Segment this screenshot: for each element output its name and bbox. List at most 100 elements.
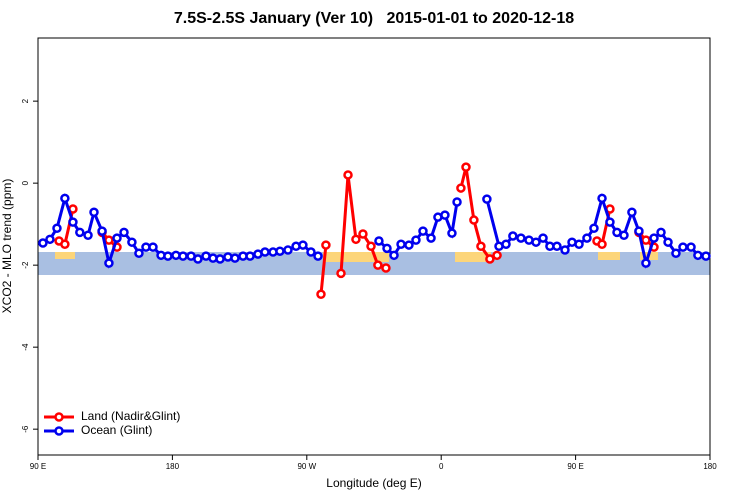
x-tick-label: 90 E — [30, 462, 46, 471]
land-band — [598, 252, 620, 260]
data-point — [671, 248, 681, 259]
legend-marker — [54, 426, 64, 436]
land-band — [455, 252, 491, 262]
data-point — [485, 254, 495, 264]
data-point — [60, 239, 70, 249]
data-point — [693, 250, 703, 261]
legend-label: Ocean (Glint) — [81, 423, 152, 437]
data-point — [469, 215, 479, 225]
data-point — [336, 268, 346, 279]
y-tick-label: 0 — [21, 180, 30, 185]
data-point — [89, 207, 99, 218]
data-point — [396, 239, 406, 249]
data-point — [52, 223, 62, 234]
series — [54, 162, 659, 300]
data-point — [411, 235, 421, 245]
data-point — [426, 233, 436, 243]
data-point — [313, 251, 323, 261]
data-point — [582, 233, 592, 243]
x-tick-label: 0 — [439, 462, 444, 471]
plot-frame — [37, 37, 711, 456]
data-point — [373, 260, 383, 270]
data-point — [516, 233, 526, 243]
data-point — [634, 226, 644, 236]
data-point — [560, 245, 570, 255]
data-point — [45, 234, 55, 245]
legend-label: Land (Nadir&Glint) — [81, 409, 180, 423]
data-point — [351, 234, 361, 245]
y-tick-label: -4 — [21, 343, 30, 351]
y-tick-label: -2 — [21, 261, 30, 269]
data-point — [306, 247, 316, 257]
data-point — [649, 233, 659, 243]
y-axis-label: XCO2 - MLO trend (ppm) — [0, 179, 14, 314]
data-point — [75, 227, 85, 238]
data-point — [38, 238, 48, 248]
x-tick-label: 90 W — [297, 462, 316, 471]
data-point — [404, 240, 414, 250]
data-point — [215, 254, 225, 264]
data-point — [508, 231, 518, 241]
data-point — [619, 230, 629, 240]
chart-title: 7.5S-2.5S January (Ver 10) 2015-01-01 to… — [174, 10, 574, 27]
data-point — [461, 162, 471, 172]
data-point — [230, 253, 240, 263]
data-point — [97, 226, 107, 236]
data-point — [358, 229, 368, 239]
data-point — [283, 245, 293, 255]
data-point — [663, 237, 673, 247]
data-point — [656, 227, 666, 238]
data-point — [574, 239, 584, 249]
land-band — [55, 252, 75, 259]
series — [38, 193, 711, 269]
data-point — [193, 254, 203, 264]
data-point — [298, 240, 308, 250]
data-point — [456, 183, 466, 193]
x-axis-label: Longitude (deg E) — [326, 476, 421, 490]
data-point — [321, 240, 331, 250]
data-point — [552, 241, 562, 252]
data-point — [686, 242, 696, 252]
data-point — [597, 239, 607, 249]
data-point — [641, 235, 651, 245]
data-point — [119, 227, 129, 238]
data-point — [316, 289, 326, 300]
data-point — [260, 247, 270, 257]
data-point — [452, 197, 462, 207]
y-tick-label: -6 — [21, 425, 30, 433]
data-point — [641, 258, 651, 268]
data-point — [134, 248, 144, 259]
data-point — [178, 251, 188, 261]
legend: Land (Nadir&Glint)Ocean (Glint) — [44, 409, 180, 437]
data-point — [701, 251, 711, 261]
data-point — [366, 241, 376, 252]
data-point — [418, 226, 428, 236]
y-tick-label: 2 — [21, 98, 30, 103]
data-point — [148, 242, 158, 252]
data-point — [389, 250, 399, 261]
data-point — [476, 241, 486, 252]
data-point — [343, 170, 353, 180]
data-point — [275, 246, 285, 256]
data-point — [382, 243, 392, 254]
land-band — [323, 252, 389, 262]
x-tick-label: 180 — [166, 462, 180, 471]
data-point — [501, 239, 511, 249]
data-point — [127, 237, 137, 247]
data-point — [492, 250, 502, 261]
data-point — [374, 236, 384, 246]
data-point — [531, 237, 541, 247]
data-point — [245, 251, 255, 261]
data-point — [482, 194, 492, 204]
x-tick-label: 90 E — [567, 462, 583, 471]
data-point — [60, 193, 70, 204]
data-point — [104, 258, 114, 268]
data-point — [589, 223, 599, 234]
legend-marker — [54, 412, 64, 422]
data-point — [381, 263, 391, 273]
data-point — [447, 228, 457, 238]
data-point — [440, 210, 450, 220]
data-point — [538, 233, 548, 243]
data-point — [605, 217, 615, 227]
